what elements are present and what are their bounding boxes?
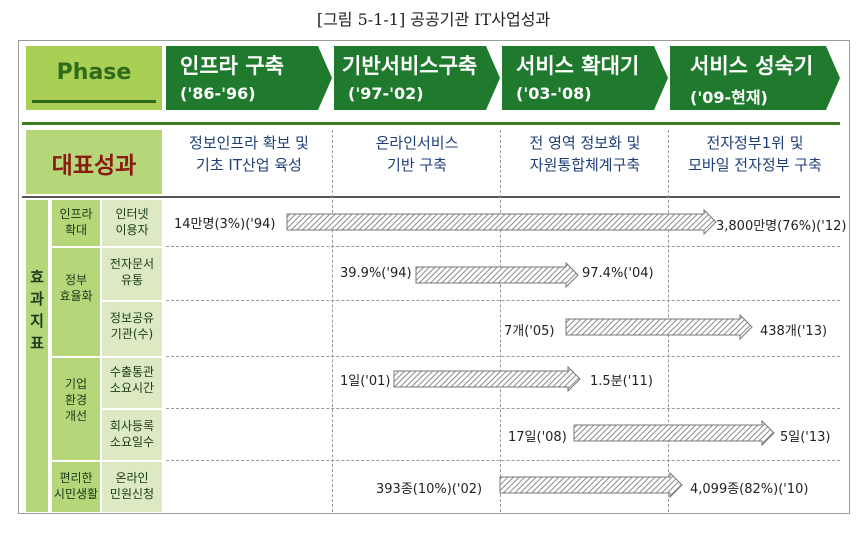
period-arrow-2: 기반서비스구축 ('97-'02) [334, 46, 500, 110]
end-label-civil: 4,099종(82%)('10) [690, 482, 809, 497]
achievement-line: 전 영역 정보화 및 [529, 134, 641, 152]
grid-line-vertical [500, 130, 501, 512]
end-label-customs: 1.5분('11) [590, 374, 653, 389]
phase-header-cell: Phase [26, 46, 162, 110]
header-separator [22, 122, 840, 125]
achievement-line: 모바일 전자정부 구축 [688, 156, 822, 174]
figure-caption: [그림 5-1-1] 공공기관 IT사업성과 [316, 10, 551, 29]
achievement-4: 전자정부1위 및 모바일 전자정부 구축 [670, 132, 840, 192]
end-label-infoshare: 438개('13) [760, 324, 828, 339]
grid-line-horizontal [166, 356, 840, 357]
achievement-line: 자원통합체계구축 [529, 156, 641, 174]
achievement-line: 기반 구축 [387, 156, 447, 174]
category-line: 시민생활 [53, 487, 99, 501]
start-label-internet: 14만명(3%)('94) [174, 217, 276, 232]
period-years: ('03-'08) [516, 84, 592, 103]
category-line: 환경 [64, 393, 88, 407]
indicator-line: 기관(수) [110, 327, 154, 341]
indicator-cell-internet: 인터넷 이용자 [102, 200, 162, 246]
indicator-line: 민원신청 [109, 487, 155, 501]
category-line: 확대 [64, 223, 88, 237]
indicator-cell-company: 회사등록 소요일수 [102, 410, 162, 460]
period-years: ('97-'02) [348, 84, 424, 103]
category-cell-infra: 인프라 확대 [52, 200, 100, 246]
indicator-line: 유통 [120, 273, 144, 287]
grid-line-horizontal [166, 460, 840, 461]
indicator-line: 소요일수 [109, 435, 155, 449]
category-line: 기업 [64, 377, 88, 391]
category-line: 인프라 [59, 207, 93, 221]
grid-line-vertical [332, 130, 333, 512]
start-label-company: 17일('08) [508, 430, 567, 445]
category-line: 개선 [64, 409, 88, 423]
category-line: 효율화 [59, 289, 93, 303]
period-years: ('09-현재) [690, 88, 768, 107]
indicator-line: 이용자 [115, 223, 149, 237]
arrow-civil [499, 471, 683, 499]
grid-line-horizontal [166, 300, 840, 301]
category-cell-biz: 기업 환경 개선 [52, 358, 100, 460]
start-label-infoshare: 7개('05) [504, 324, 555, 339]
achievement-line: 정보인프라 확보 및 [189, 134, 309, 152]
period-arrow-1: 인프라 구축 ('86-'96) [166, 46, 332, 110]
period-arrow-shape [334, 46, 500, 110]
period-arrow-3: 서비스 확대기 ('03-'08) [502, 46, 668, 110]
period-arrow-4: 서비스 성숙기 ('09-현재) [670, 46, 840, 110]
period-title: 기반서비스구축 [342, 54, 478, 78]
indicator-line: 수출통관 [109, 365, 155, 379]
indicator-cell-civil: 온라인 민원신청 [102, 462, 162, 512]
period-title: 서비스 성숙기 [690, 54, 814, 78]
arrow-internet [286, 208, 717, 236]
grid-line-horizontal [166, 408, 840, 409]
arrow-infoshare [565, 313, 753, 341]
figure-frame [18, 40, 850, 514]
indicator-cell-customs: 수출통관 소요시간 [102, 358, 162, 408]
indicator-line: 정보공유 [109, 311, 155, 325]
indicator-cell-edoc: 전자문서 유통 [102, 248, 162, 300]
achievement-line: 기초 IT산업 육성 [196, 156, 302, 174]
indicator-line: 소요시간 [109, 381, 155, 395]
start-label-customs: 1일('01) [340, 374, 391, 389]
start-label-civil: 393종(10%)('02) [376, 482, 483, 497]
end-label-internet: 3,800만명(76%)('12) [716, 219, 847, 234]
period-arrow-shape [670, 46, 840, 110]
indicator-line: 회사등록 [109, 419, 155, 433]
period-arrow-shape [166, 46, 332, 110]
achievement-line: 전자정부1위 및 [706, 134, 804, 152]
achievement-line: 온라인서비스 [375, 134, 459, 152]
category-line: 정부 [64, 273, 88, 287]
phase-label: Phase [56, 60, 132, 85]
phase-underline [32, 100, 156, 103]
arrow-customs [393, 365, 581, 393]
period-years: ('86-'96) [180, 84, 256, 103]
indicator-line: 온라인 [115, 471, 149, 485]
end-label-edoc: 97.4%('04) [582, 266, 654, 281]
category-line: 편리한 [59, 471, 93, 485]
indicator-line: 인터넷 [115, 207, 149, 221]
indicator-line: 전자문서 [109, 257, 155, 271]
indicator-cell-infoshare: 정보공유 기관(수) [102, 302, 162, 356]
start-label-edoc: 39.9%('94) [340, 266, 412, 281]
rep-header-cell: 대표성과 [26, 130, 162, 194]
end-label-company: 5일('13) [780, 430, 831, 445]
period-title: 인프라 구축 [180, 54, 284, 78]
rep-separator [22, 196, 840, 198]
arrow-company [573, 419, 775, 447]
rep-label: 대표성과 [51, 153, 137, 179]
arrow-edoc [415, 261, 579, 289]
achievement-1: 정보인프라 확보 및 기초 IT산업 육성 [166, 132, 332, 192]
grid-line-horizontal [166, 246, 840, 247]
period-arrow-shape [502, 46, 668, 110]
category-cell-gov: 정부 효율화 [52, 248, 100, 356]
category-cell-citizen: 편리한 시민생활 [52, 462, 100, 512]
achievement-3: 전 영역 정보화 및 자원통합체계구축 [502, 132, 668, 192]
period-title: 서비스 확대기 [516, 54, 640, 78]
achievement-2: 온라인서비스 기반 구축 [334, 132, 500, 192]
